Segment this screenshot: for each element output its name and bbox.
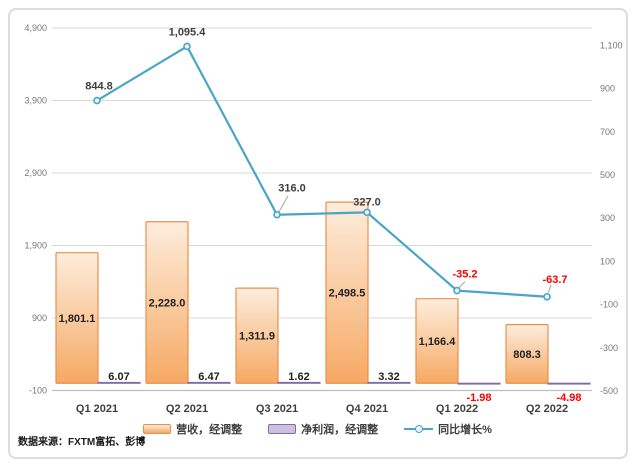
label-leader-line	[457, 281, 466, 289]
right-axis-tick-label: 100	[600, 256, 615, 266]
yoy-point-label: 1,095.4	[169, 26, 207, 38]
axis-labels: 4,900 3,900 2,900 1,900 900 -100 1,100 900 700 50…	[24, 23, 622, 396]
net-profit-bar	[367, 381, 411, 384]
right-axis-tick-label: -500	[600, 386, 618, 396]
yoy-point-marker	[543, 292, 551, 301]
right-axis-tick-label: -300	[600, 343, 618, 353]
right-axis-tick-label: 1,100	[600, 40, 623, 50]
yoy-point-marker	[93, 96, 101, 105]
legend-label-yoy-growth: 同比增长%	[438, 424, 492, 436]
revenue-bar-label: 1,166.4	[419, 336, 457, 348]
left-axis-tick-label: 3,900	[24, 96, 47, 106]
category-labels: Q1 2021 Q2 2021 Q3 2021 Q4 2021 Q1 2022 Q2 20…	[76, 403, 568, 415]
label-leader-line	[278, 195, 289, 212]
net-profit-label: 1.62	[288, 371, 309, 383]
legend-item-net-profit: 净利润，经调整	[268, 421, 378, 437]
category-label: Q3 2021	[256, 403, 298, 415]
legend-item-revenue: 营收，经调整	[143, 421, 242, 437]
legend-label-net-profit: 净利润，经调整	[301, 424, 379, 436]
net-profit-swatch-icon	[268, 424, 297, 434]
yoy-point-label: 316.0	[278, 183, 306, 195]
legend: 营收，经调整 净利润，经调整 同比增长%	[0, 421, 635, 437]
revenue-bar-label: 1,801.1	[59, 313, 96, 325]
revenue-bar-label: 2,498.5	[329, 288, 366, 300]
data-source-note: 数据来源：FXTM富拓、彭博	[18, 437, 146, 448]
left-axis-tick-label: 1,900	[24, 241, 47, 251]
yoy-point-marker	[273, 210, 281, 219]
yoy-point-label: -63.7	[542, 274, 567, 286]
right-axis-tick-label: -100	[600, 300, 618, 310]
right-axis-tick-label: 700	[600, 127, 615, 137]
net-profit-label: -1.98	[466, 392, 491, 404]
category-label: Q1 2022	[436, 403, 478, 415]
category-label: Q1 2021	[76, 403, 118, 415]
net-profit-bar	[187, 381, 231, 384]
net-profit-bar	[457, 382, 501, 385]
gridlines	[52, 27, 592, 392]
net-profit-label: 3.32	[378, 371, 399, 383]
data-labels: 1,801.1 6.07 2,228.0 6.47 1,311.9 1.62 2,498.5…	[59, 26, 582, 404]
yoy-line-swatch-icon	[404, 424, 434, 434]
yoy-point-marker	[183, 42, 191, 51]
revenue-bar	[415, 298, 459, 384]
revenue-swatch-icon	[143, 424, 172, 434]
right-axis-tick-label: 500	[600, 170, 615, 180]
label-leader-line	[548, 284, 552, 293]
bar-series	[55, 201, 591, 385]
revenue-bar	[325, 201, 369, 384]
revenue-bar	[235, 287, 279, 384]
revenue-bar-label: 2,228.0	[149, 297, 186, 309]
yoy-growth-line	[96, 45, 548, 298]
right-axis-tick-label: 900	[600, 84, 615, 94]
yoy-point-marker	[363, 208, 371, 217]
left-axis-tick-label: -100	[29, 386, 47, 396]
category-label: Q2 2022	[526, 403, 568, 415]
yoy-point-label: 844.8	[85, 81, 113, 93]
yoy-point-marker	[453, 286, 461, 295]
yoy-point-label: -35.2	[452, 269, 477, 281]
revenue-bar	[505, 324, 549, 384]
net-profit-label: -4.98	[556, 392, 581, 404]
revenue-bar-label: 1,311.9	[239, 331, 275, 343]
left-axis-tick-label: 2,900	[24, 168, 47, 178]
line-series	[93, 42, 552, 301]
left-axis-tick-label: 900	[32, 313, 47, 323]
legend-item-yoy-growth: 同比增长%	[404, 421, 492, 437]
yoy-point-label: 327.0	[353, 196, 381, 208]
net-profit-bar	[97, 381, 141, 384]
net-profit-bar	[547, 382, 591, 385]
net-profit-label: 6.07	[108, 371, 129, 383]
legend-label-revenue: 营收，经调整	[176, 424, 243, 436]
revenue-bar	[145, 221, 189, 384]
net-profit-bar	[277, 381, 321, 384]
category-label: Q2 2021	[166, 403, 208, 415]
net-profit-label: 6.47	[198, 371, 219, 383]
category-label: Q4 2021	[346, 403, 388, 415]
revenue-bar	[55, 252, 99, 384]
revenue-bar-label: 808.3	[513, 349, 541, 361]
left-axis-tick-label: 4,900	[24, 23, 47, 33]
right-axis-tick-label: 300	[600, 213, 615, 223]
